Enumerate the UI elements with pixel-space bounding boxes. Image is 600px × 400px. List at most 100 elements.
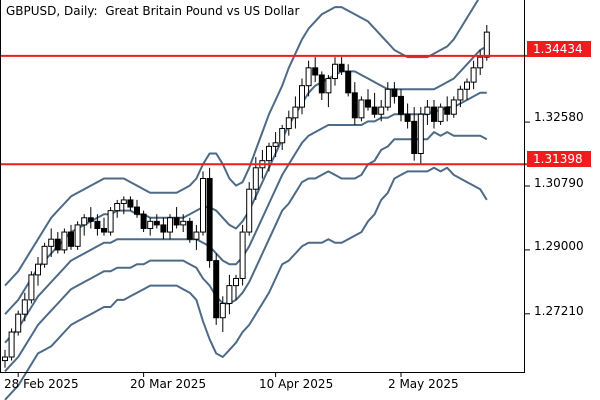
bearish-candle-body: [134, 206, 140, 215]
horizontal-levels[interactable]: [0, 54, 527, 166]
bullish-candle-body: [74, 224, 81, 247]
candle: [81, 214, 88, 236]
candle: [411, 107, 418, 161]
bullish-candle-body: [424, 106, 431, 115]
candle: [318, 71, 325, 100]
candle: [167, 214, 173, 240]
y-tick-label: 1.32580: [534, 110, 584, 124]
bullish-candle-body: [167, 217, 173, 233]
bullish-candle-body: [292, 106, 299, 119]
candle: [279, 124, 286, 150]
bollinger-bands: [4, 0, 488, 400]
bullish-candle-body: [483, 31, 490, 58]
bearish-candle-body: [345, 70, 352, 94]
candle: [483, 24, 490, 61]
candle: [325, 74, 332, 108]
candle: [378, 99, 385, 122]
y-tick-label: 1.27210: [534, 304, 584, 318]
candle: [180, 214, 187, 233]
bullish-candle-body: [147, 220, 154, 229]
candle: [431, 99, 437, 129]
bearish-candle-body: [411, 120, 418, 155]
candle: [153, 214, 160, 229]
candle: [312, 57, 319, 83]
candle: [200, 171, 206, 236]
bullish-candle-body: [239, 231, 246, 279]
candle: [424, 99, 431, 125]
bullish-candle-body: [180, 220, 187, 226]
candle: [41, 242, 48, 268]
bearish-candle-body: [54, 238, 61, 251]
candle: [114, 199, 121, 218]
bearish-candle-body: [101, 227, 107, 233]
bullish-candle-body: [477, 56, 484, 69]
bullish-candle-body: [417, 113, 424, 155]
bearish-candle-body: [404, 113, 411, 122]
bearish-candle-body: [186, 220, 193, 240]
bearish-candle-body: [140, 213, 147, 229]
candle: [358, 96, 365, 122]
candle: [35, 257, 41, 286]
lower-band-2: [4, 166, 488, 400]
bearish-candle-body: [127, 199, 134, 208]
candle: [68, 224, 74, 250]
candle: [391, 82, 398, 104]
candle: [160, 217, 167, 240]
bullish-candle-body: [107, 210, 114, 233]
candle: [74, 221, 81, 250]
candle: [134, 199, 140, 218]
x-tick-label: 10 Apr 2025: [259, 377, 334, 391]
candle: [351, 82, 358, 125]
bullish-candle-body: [384, 88, 391, 108]
candle: [173, 207, 180, 229]
candle: [246, 182, 253, 236]
candle: [28, 271, 35, 304]
candle: [365, 89, 371, 111]
candle: [8, 328, 15, 361]
bullish-candle-body: [120, 199, 127, 204]
candle: [107, 207, 114, 236]
candle: [371, 92, 378, 118]
bearish-candle-body: [68, 231, 74, 247]
candle: [266, 142, 272, 172]
bullish-candle-body: [470, 67, 477, 83]
bearish-candle-body: [444, 106, 451, 115]
bullish-candle-body: [325, 78, 332, 94]
bullish-candle-body: [21, 299, 28, 315]
candle: [87, 207, 94, 229]
candle: [219, 296, 226, 333]
candle: [54, 232, 61, 254]
y-tick-label: 1.29000: [534, 239, 584, 253]
candles: [2, 24, 490, 368]
candle: [120, 196, 127, 215]
bearish-candle-body: [351, 92, 358, 119]
bearish-candle-body: [94, 220, 101, 229]
candle: [213, 253, 220, 325]
candle: [239, 224, 246, 286]
candle: [417, 107, 424, 165]
candle: [299, 78, 305, 115]
candle: [233, 274, 239, 300]
lower-band-1: [4, 131, 488, 372]
bearish-candle-body: [338, 63, 345, 72]
bullish-candle-body: [193, 231, 200, 240]
candle: [127, 196, 134, 211]
bullish-candle-body: [378, 106, 385, 115]
bearish-candle-body: [213, 260, 220, 319]
bullish-candle-body: [332, 63, 338, 80]
bullish-candle-body: [8, 331, 15, 358]
bullish-candle-body: [437, 106, 444, 122]
bullish-candle-body: [28, 274, 35, 301]
bullish-candle-body: [305, 67, 312, 87]
candle: [285, 110, 292, 136]
candle: [272, 132, 279, 158]
bullish-candle-body: [226, 285, 233, 304]
candle: [444, 96, 451, 122]
bullish-candle-body: [35, 263, 41, 276]
bullish-candle-body: [457, 88, 464, 101]
bullish-candle-body: [2, 356, 8, 362]
candle: [292, 96, 299, 129]
bullish-candle-body: [81, 217, 88, 226]
candle: [186, 217, 193, 243]
